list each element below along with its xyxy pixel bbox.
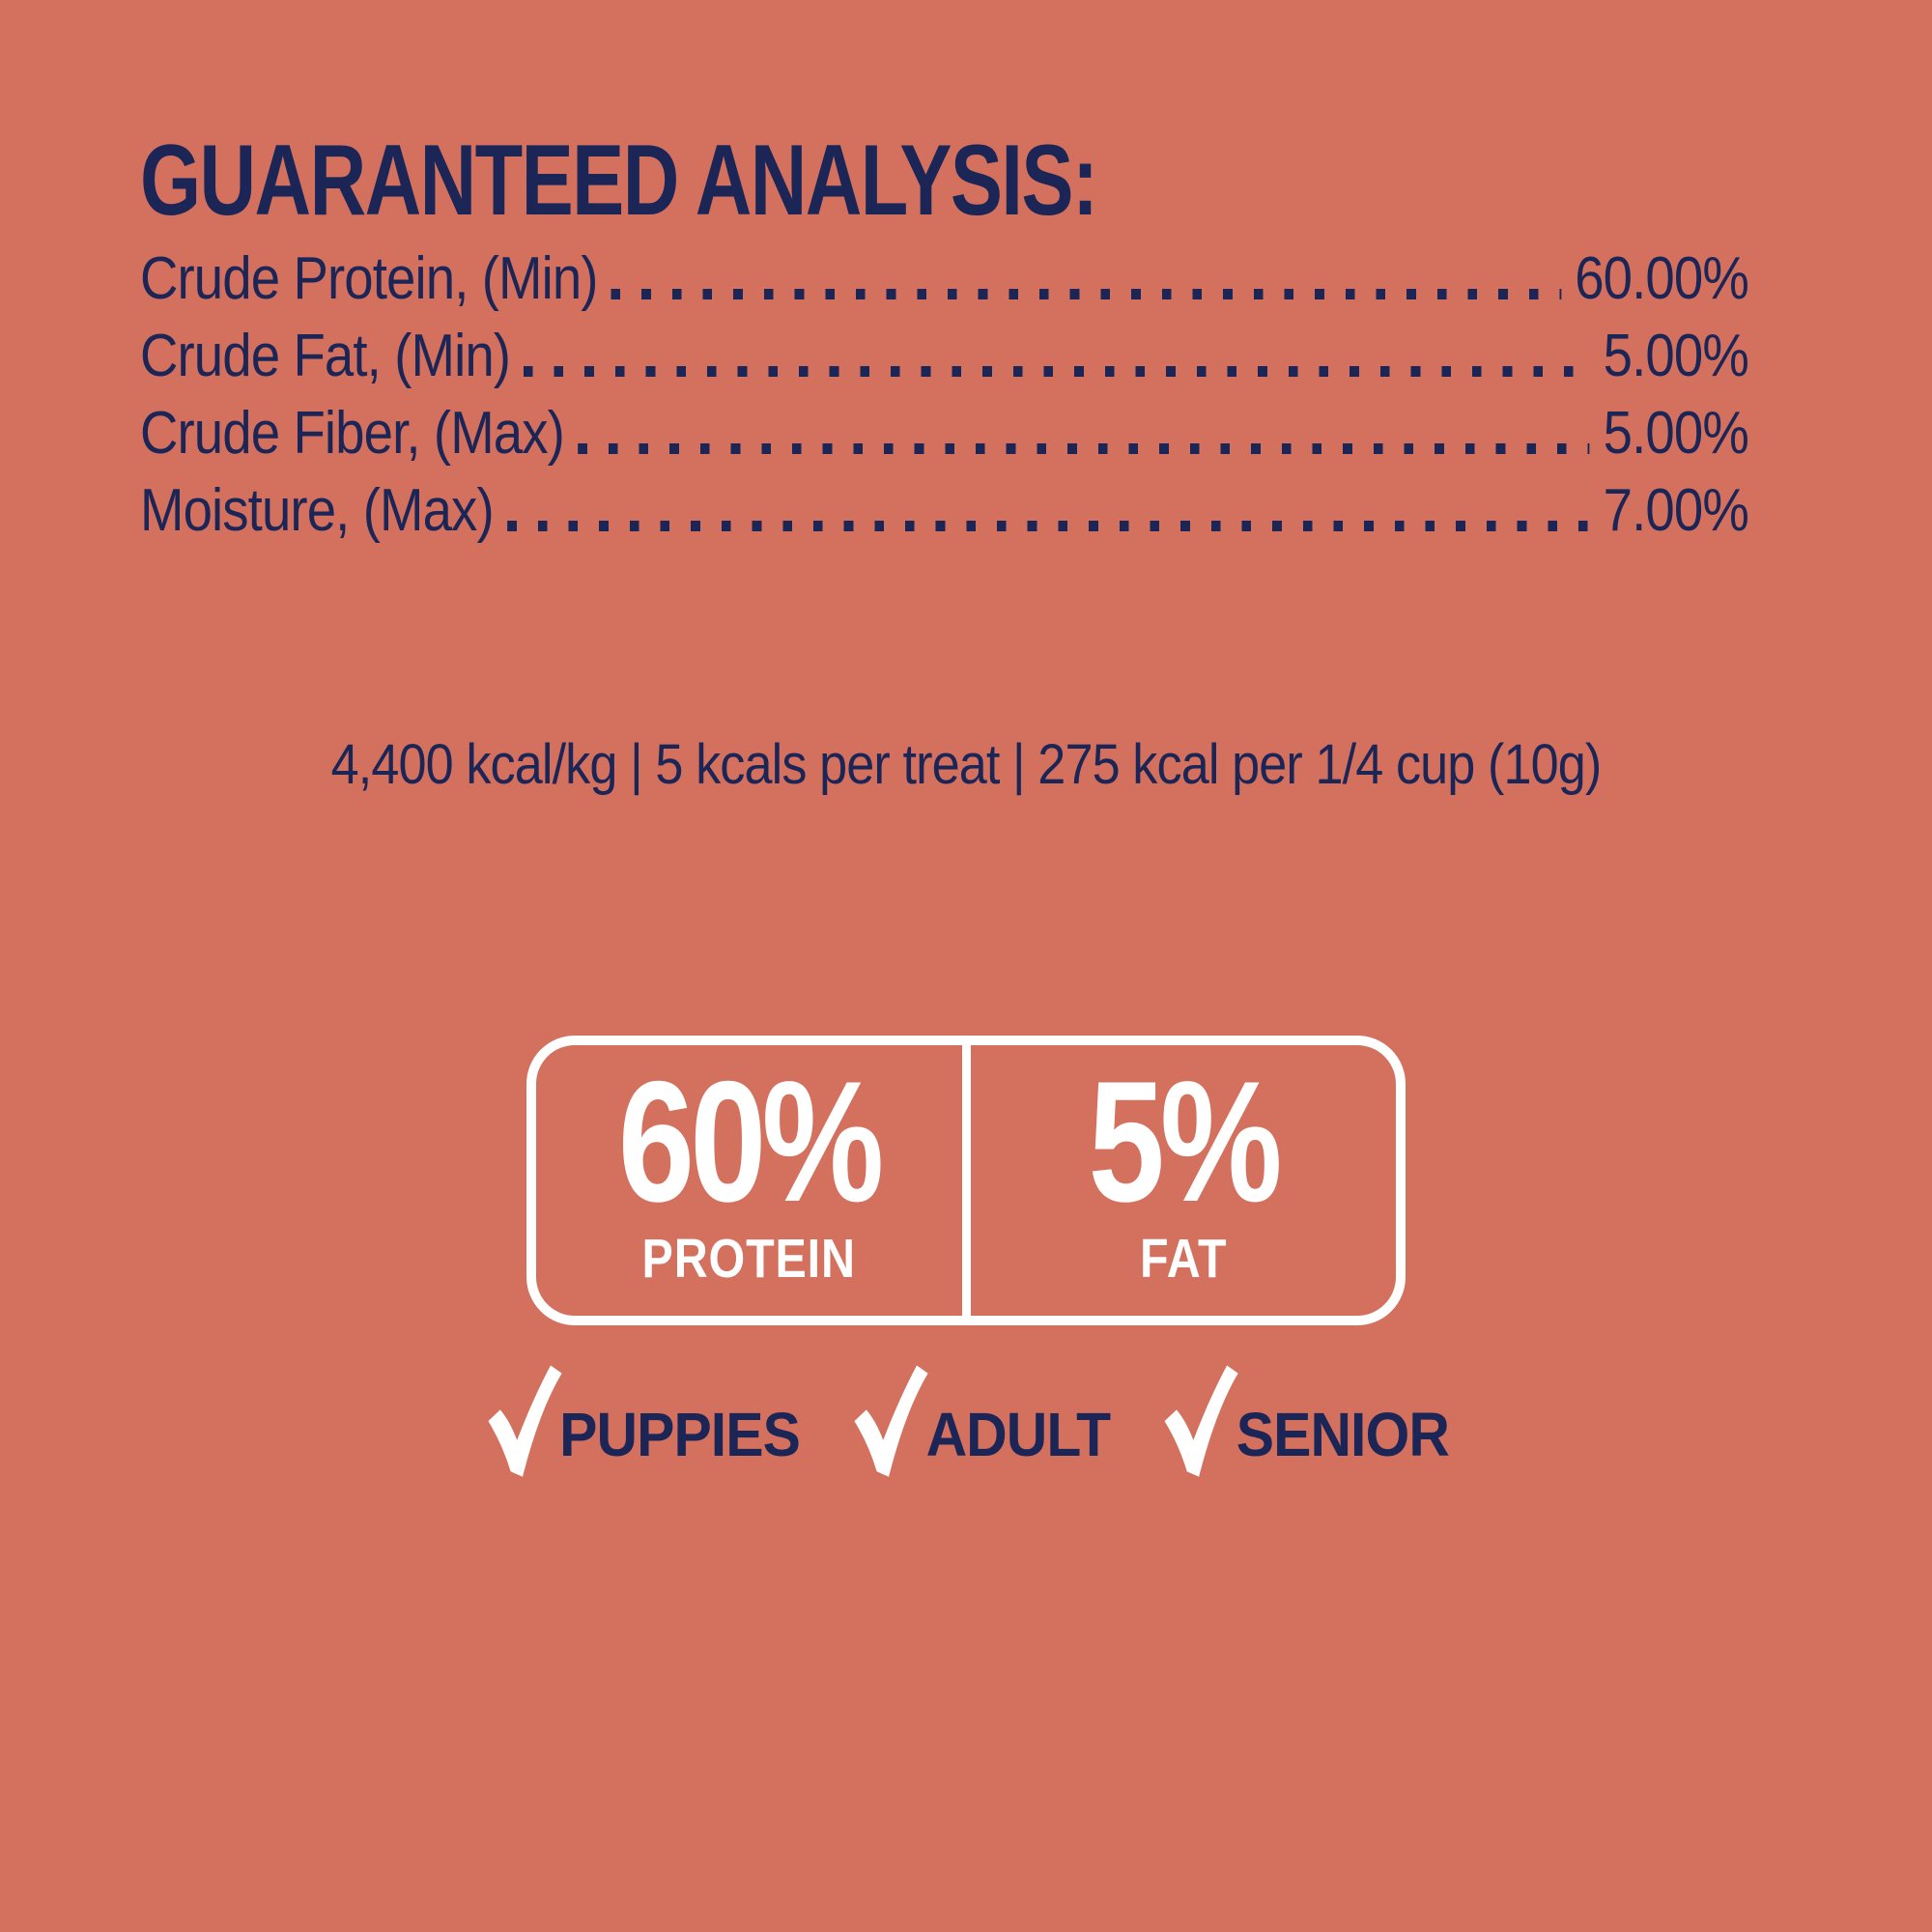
table-row: Crude Fiber, (Max) 5.00% xyxy=(140,386,1749,467)
life-stages-row: PUPPIES ADULT SENIOR xyxy=(77,1345,1855,1499)
analysis-table: Crude Protein, (Min) 60.00% Crude Fat, (… xyxy=(140,232,1749,544)
table-row: Crude Fat, (Min) 5.00% xyxy=(140,309,1749,389)
life-stage-label: SENIOR xyxy=(1236,1400,1450,1469)
life-stage-label: ADULT xyxy=(925,1400,1111,1469)
analysis-row-value: 5.00% xyxy=(1603,400,1749,467)
fat-badge: 5% FAT xyxy=(961,1044,1397,1316)
protein-badge: 60% PROTEIN xyxy=(536,1045,962,1316)
analysis-row-label: Crude Protein, (Min) xyxy=(140,245,598,312)
analysis-row-value: 60.00% xyxy=(1575,245,1749,312)
dot-leader xyxy=(578,443,1590,454)
dot-leader xyxy=(611,289,1562,299)
table-row: Moisture, (Max) 7.00% xyxy=(140,464,1749,544)
life-stage-senior: SENIOR xyxy=(1160,1357,1450,1487)
fat-percentage: 5% xyxy=(1088,1044,1283,1237)
life-stage-label: PUPPIES xyxy=(559,1400,801,1469)
dot-leader xyxy=(506,521,1590,531)
checkmark-icon xyxy=(849,1357,929,1487)
analysis-row-value: 7.00% xyxy=(1603,477,1749,544)
life-stage-puppies: PUPPIES xyxy=(483,1357,801,1487)
protein-label: PROTEIN xyxy=(641,1228,856,1291)
analysis-row-value: 5.00% xyxy=(1603,323,1749,389)
analysis-row-label: Crude Fiber, (Max) xyxy=(140,400,565,467)
life-stage-adult: ADULT xyxy=(849,1357,1111,1487)
dot-leader xyxy=(524,366,1590,377)
table-row: Crude Protein, (Min) 60.00% xyxy=(140,232,1749,312)
calorie-statement: 4,400 kcal/kg | 5 kcals per treat | 275 … xyxy=(330,733,1603,796)
guaranteed-analysis-title: GUARANTEED ANALYSIS: xyxy=(140,125,1098,237)
protein-percentage: 60% xyxy=(617,1044,884,1237)
analysis-row-label: Crude Fat, (Min) xyxy=(140,323,511,389)
fat-label: FAT xyxy=(1139,1228,1227,1291)
nutrient-badge-box: 60% PROTEIN 5% FAT xyxy=(526,1036,1406,1325)
checkmark-icon xyxy=(1160,1357,1240,1487)
checkmark-icon xyxy=(483,1357,563,1487)
analysis-row-label: Moisture, (Max) xyxy=(140,477,495,544)
